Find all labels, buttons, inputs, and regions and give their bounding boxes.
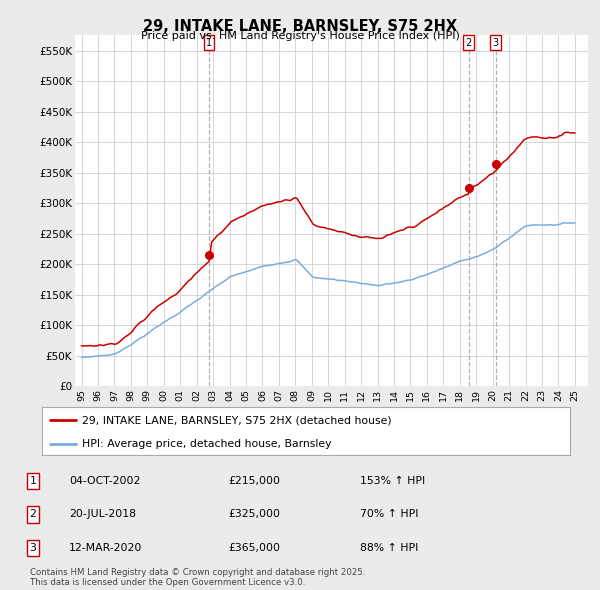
Text: £215,000: £215,000 xyxy=(228,476,280,486)
Text: Contains HM Land Registry data © Crown copyright and database right 2025.
This d: Contains HM Land Registry data © Crown c… xyxy=(30,568,365,587)
Text: HPI: Average price, detached house, Barnsley: HPI: Average price, detached house, Barn… xyxy=(82,439,331,449)
Text: 20-JUL-2018: 20-JUL-2018 xyxy=(69,510,136,519)
Text: 3: 3 xyxy=(29,543,37,553)
Text: 2: 2 xyxy=(466,38,472,48)
Text: 1: 1 xyxy=(206,38,212,48)
Text: £365,000: £365,000 xyxy=(228,543,280,553)
Text: 29, INTAKE LANE, BARNSLEY, S75 2HX (detached house): 29, INTAKE LANE, BARNSLEY, S75 2HX (deta… xyxy=(82,415,391,425)
Text: 04-OCT-2002: 04-OCT-2002 xyxy=(69,476,140,486)
Text: 70% ↑ HPI: 70% ↑ HPI xyxy=(360,510,419,519)
Text: £325,000: £325,000 xyxy=(228,510,280,519)
Text: 1: 1 xyxy=(29,476,37,486)
Text: 12-MAR-2020: 12-MAR-2020 xyxy=(69,543,142,553)
Text: 3: 3 xyxy=(493,38,499,48)
Text: 88% ↑ HPI: 88% ↑ HPI xyxy=(360,543,418,553)
Text: 2: 2 xyxy=(29,510,37,519)
Text: 153% ↑ HPI: 153% ↑ HPI xyxy=(360,476,425,486)
Text: Price paid vs. HM Land Registry's House Price Index (HPI): Price paid vs. HM Land Registry's House … xyxy=(140,31,460,41)
Text: 29, INTAKE LANE, BARNSLEY, S75 2HX: 29, INTAKE LANE, BARNSLEY, S75 2HX xyxy=(143,19,457,34)
